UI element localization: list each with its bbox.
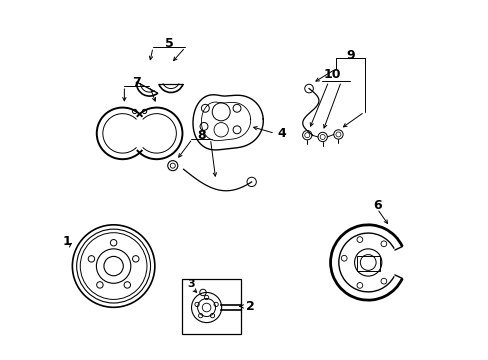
Text: 6: 6 [372, 199, 381, 212]
Text: 10: 10 [323, 68, 341, 81]
Text: 3: 3 [186, 279, 194, 289]
Text: 2: 2 [245, 300, 254, 313]
Text: 4: 4 [277, 127, 286, 140]
Text: 7: 7 [132, 76, 141, 89]
Text: 8: 8 [197, 129, 205, 142]
Bar [182, 279, 241, 334]
Text: 1: 1 [62, 235, 71, 248]
Bar [356, 256, 379, 271]
Text: 9: 9 [346, 49, 354, 62]
Text: 5: 5 [164, 37, 173, 50]
